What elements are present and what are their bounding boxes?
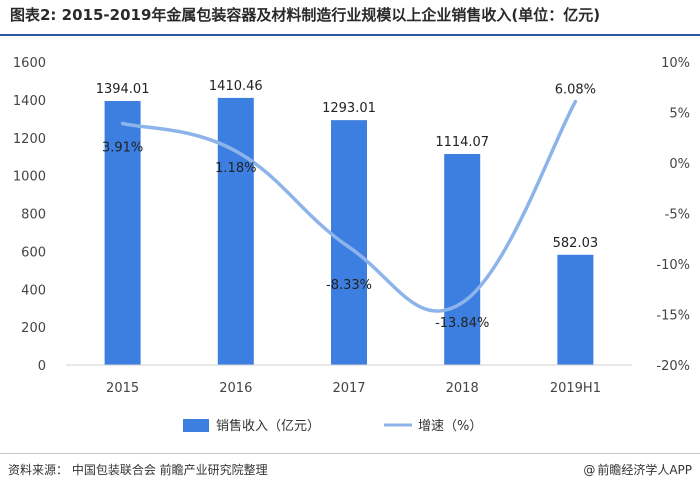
x-tick-label: 2019H1 — [550, 381, 601, 396]
bar — [444, 154, 481, 365]
credit-text: 前瞻经济学人APP — [597, 463, 692, 477]
chart-title: 图表2: 2015-2019年金属包装容器及材料制造行业规模以上企业销售收入(单… — [10, 6, 601, 24]
at-icon: @ — [583, 463, 596, 477]
left-tick-label: 1000 — [13, 170, 46, 185]
left-tick-label: 600 — [21, 245, 46, 260]
source-note: 资料来源： 中国包装联合会 前瞻产业研究院整理 — [8, 463, 268, 477]
bar-data-labels: 1394.01 1410.46 1293.01 1114.07 582.03 — [96, 79, 598, 251]
right-tick-label: -5% — [665, 208, 690, 223]
legend-bar-label: 销售收入（亿元） — [216, 418, 320, 434]
left-tick-label: 1200 — [13, 132, 46, 147]
credit-note: @ 前瞻经济学人APP — [583, 461, 692, 478]
chart: 0 200 400 600 800 1000 1200 1400 1600 -20% -15% -1… — [13, 56, 690, 434]
bar-value-label: 1114.07 — [435, 135, 489, 150]
left-tick-label: 800 — [21, 208, 46, 223]
legend-line-label: 增速（%） — [418, 419, 482, 434]
line-series — [120, 99, 578, 313]
right-tick-label: -15% — [656, 309, 690, 324]
x-tick-label: 2015 — [106, 381, 139, 396]
bar — [217, 97, 254, 365]
legend: 销售收入（亿元） 增速（%） — [183, 418, 482, 434]
right-tick-label: -20% — [656, 359, 690, 374]
bar-value-label: 1410.46 — [209, 79, 263, 94]
left-axis: 0 200 400 600 800 1000 1200 1400 1600 — [13, 56, 46, 374]
right-tick-label: 5% — [669, 107, 690, 122]
left-tick-label: 200 — [21, 321, 46, 336]
right-tick-label: 10% — [661, 56, 690, 71]
left-tick-label: 1400 — [13, 94, 46, 109]
x-tick-label: 2016 — [219, 381, 252, 396]
title-rule — [0, 34, 700, 36]
line-value-label: 1.18% — [215, 161, 256, 176]
bar-value-label: 1394.01 — [96, 82, 150, 97]
bar — [104, 101, 141, 366]
bar — [331, 120, 367, 365]
line-value-label: -8.33% — [326, 278, 372, 293]
footer-rule — [0, 453, 700, 454]
right-axis: -20% -15% -10% -5% 0% 5% 10% — [656, 56, 690, 374]
x-tick-label: 2017 — [332, 381, 365, 396]
legend-bar-swatch — [183, 419, 209, 432]
right-tick-label: 0% — [669, 157, 690, 172]
x-axis: 2015 2016 2017 2018 2019H1 — [66, 364, 632, 396]
line-value-label: 6.08% — [555, 83, 596, 98]
x-tick-label: 2018 — [446, 381, 479, 396]
line-value-label: -13.84% — [435, 316, 489, 331]
line-data-labels: 3.91% 1.18% -8.33% -13.84% 6.08% — [102, 83, 596, 331]
left-tick-label: 0 — [38, 359, 46, 374]
left-tick-label: 1600 — [13, 56, 46, 71]
right-tick-label: -10% — [656, 258, 690, 273]
bar — [557, 254, 594, 365]
growth-line — [120, 99, 578, 313]
bar-series — [104, 97, 594, 366]
bar-value-label: 1293.01 — [322, 101, 376, 116]
left-tick-label: 400 — [21, 283, 46, 298]
bar-value-label: 582.03 — [553, 236, 599, 251]
line-value-label: 3.91% — [102, 141, 143, 156]
